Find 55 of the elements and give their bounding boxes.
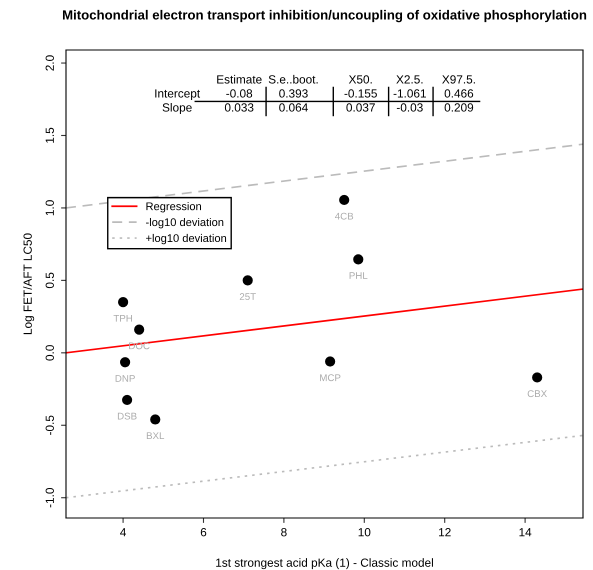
annotation: X2.5. bbox=[396, 75, 423, 84]
annotation: -0.155 bbox=[344, 89, 377, 98]
annotation: -1.061 bbox=[394, 89, 426, 98]
x-tick-label: 4 bbox=[120, 528, 126, 536]
annotation: MCP bbox=[320, 374, 340, 382]
y-tick-label: 1.5 bbox=[46, 128, 54, 143]
annotation: -0.03 bbox=[396, 103, 423, 112]
x-tick-label: 10 bbox=[358, 528, 370, 536]
x-tick-label: 12 bbox=[439, 528, 451, 536]
point bbox=[532, 372, 542, 383]
annotation: Slope bbox=[162, 103, 192, 114]
x-tick-label: 6 bbox=[200, 528, 206, 536]
legend-label: +log10 deviation bbox=[146, 234, 226, 244]
annotation: 4CB bbox=[334, 212, 354, 220]
x-tick-label: 8 bbox=[281, 528, 287, 536]
point bbox=[150, 414, 160, 425]
point bbox=[353, 254, 364, 264]
point bbox=[118, 297, 128, 308]
y-axis-title: Log FET/AFT LC50 bbox=[23, 233, 34, 334]
y-tick-label: 0.5 bbox=[46, 272, 54, 288]
annotation: X50. bbox=[348, 75, 372, 84]
annotation: 0.393 bbox=[279, 89, 308, 98]
point bbox=[242, 275, 253, 286]
x-tick-label: 14 bbox=[519, 528, 532, 536]
annotation: TPH bbox=[114, 314, 132, 322]
annotation: DSB bbox=[118, 412, 137, 420]
chart-title: Mitochondrial electron transport inhibition/uncoupling of oxidative phosphorylation bbox=[62, 10, 586, 22]
annotation: 0.033 bbox=[224, 103, 254, 112]
annotation: 0.466 bbox=[444, 89, 474, 98]
annotation: BXL bbox=[146, 432, 164, 440]
y-tick-label: -0.5 bbox=[46, 416, 54, 435]
y-tick-label: -1.0 bbox=[46, 488, 54, 508]
x-axis-title: 1st strongest acid pKa (1) - Classic model bbox=[216, 558, 433, 570]
legend-label: Regression bbox=[146, 202, 202, 212]
point bbox=[134, 324, 144, 335]
point bbox=[120, 357, 130, 368]
annotation: 25T bbox=[240, 293, 256, 300]
annotation: X97.5. bbox=[442, 75, 475, 84]
annotation: DNP bbox=[116, 375, 135, 382]
annotation: CBX bbox=[528, 390, 547, 398]
annotation: Estimate bbox=[217, 74, 262, 84]
annotation: 0.037 bbox=[346, 103, 375, 112]
y-tick-label: 2.0 bbox=[46, 55, 54, 71]
annotation: 0.209 bbox=[444, 103, 474, 112]
point bbox=[325, 356, 336, 367]
y-tick-label: 1.0 bbox=[46, 200, 54, 216]
y-tick-label: 0.0 bbox=[46, 345, 54, 361]
annotation: PHL bbox=[350, 272, 368, 279]
point bbox=[339, 194, 350, 206]
annotation: S.e..boot. bbox=[268, 74, 318, 84]
point bbox=[122, 394, 132, 405]
annotation: 0.064 bbox=[279, 103, 308, 112]
annotation: -0.08 bbox=[226, 89, 252, 98]
annotation: Intercept bbox=[155, 89, 200, 100]
legend-label: -log10 deviation bbox=[146, 218, 224, 228]
